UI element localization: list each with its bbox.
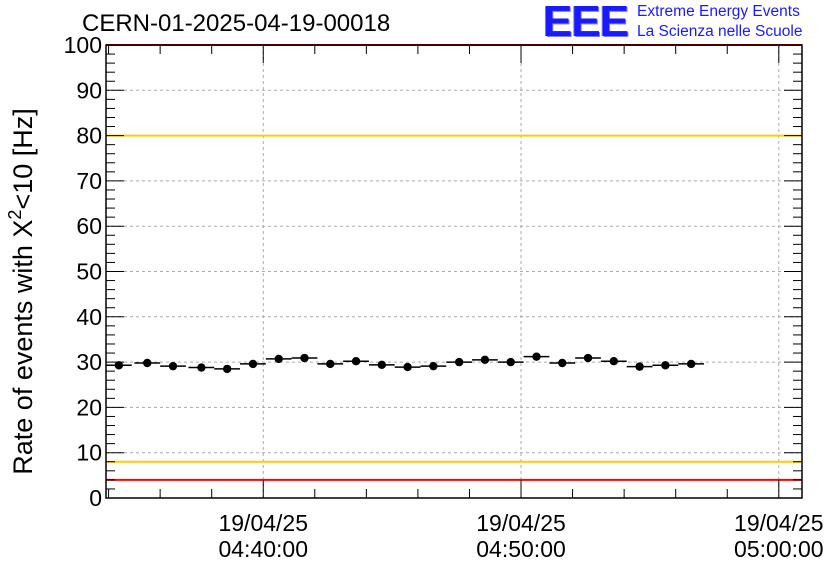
data-point	[480, 355, 490, 365]
data-point	[351, 356, 361, 366]
data-point	[114, 361, 124, 370]
y-tick-label: 20	[76, 394, 102, 420]
data-point	[635, 362, 644, 371]
data-point	[609, 356, 619, 366]
logo-mark: EEE	[543, 0, 629, 46]
data-point	[143, 358, 152, 368]
data-point	[583, 353, 593, 363]
data-point	[326, 359, 335, 369]
data-point	[429, 361, 438, 371]
x-tick-label-date: 19/04/25	[218, 510, 308, 536]
data-point	[168, 361, 178, 371]
y-tick-label: 10	[76, 440, 102, 466]
y-tick-label: 80	[76, 123, 102, 149]
data-point	[248, 359, 258, 369]
data-point	[377, 360, 387, 370]
y-tick-label: 70	[76, 168, 102, 194]
logo-line-2: La Scienza nelle Scuole	[637, 23, 803, 40]
eee-logo: EEE Extreme Energy Events La Scienza nel…	[543, 0, 833, 44]
data-point	[222, 364, 232, 374]
data-point	[558, 358, 567, 368]
x-tick-label-date: 19/04/25	[476, 510, 566, 536]
y-tick-label: 30	[76, 349, 102, 375]
logo-line-1: Extreme Energy Events	[637, 3, 800, 20]
x-tick-label-time: 04:40:00	[218, 536, 308, 562]
data-point	[532, 352, 541, 361]
data-point	[403, 362, 412, 372]
data-point	[454, 357, 464, 367]
y-tick-label: 40	[76, 304, 102, 330]
x-tick-label-time: 04:50:00	[476, 536, 566, 562]
y-tick-label: 100	[64, 32, 102, 58]
data-point	[300, 353, 309, 363]
y-axis-label: Rate of events with X2<10 [Hz]	[5, 108, 38, 474]
x-tick-label-date: 19/04/25	[734, 510, 824, 536]
data-point	[197, 363, 206, 372]
x-tick-label-time: 05:00:00	[734, 536, 824, 562]
chart-title: CERN-01-2025-04-19-00018	[82, 10, 391, 37]
y-tick-label: 50	[76, 259, 102, 285]
y-tick-label: 60	[76, 213, 102, 239]
data-point	[661, 361, 670, 370]
data-point	[274, 354, 283, 364]
data-point	[506, 357, 515, 367]
y-tick-label: 90	[76, 77, 102, 103]
data-point	[686, 359, 696, 369]
y-tick-label: 0	[89, 485, 102, 511]
